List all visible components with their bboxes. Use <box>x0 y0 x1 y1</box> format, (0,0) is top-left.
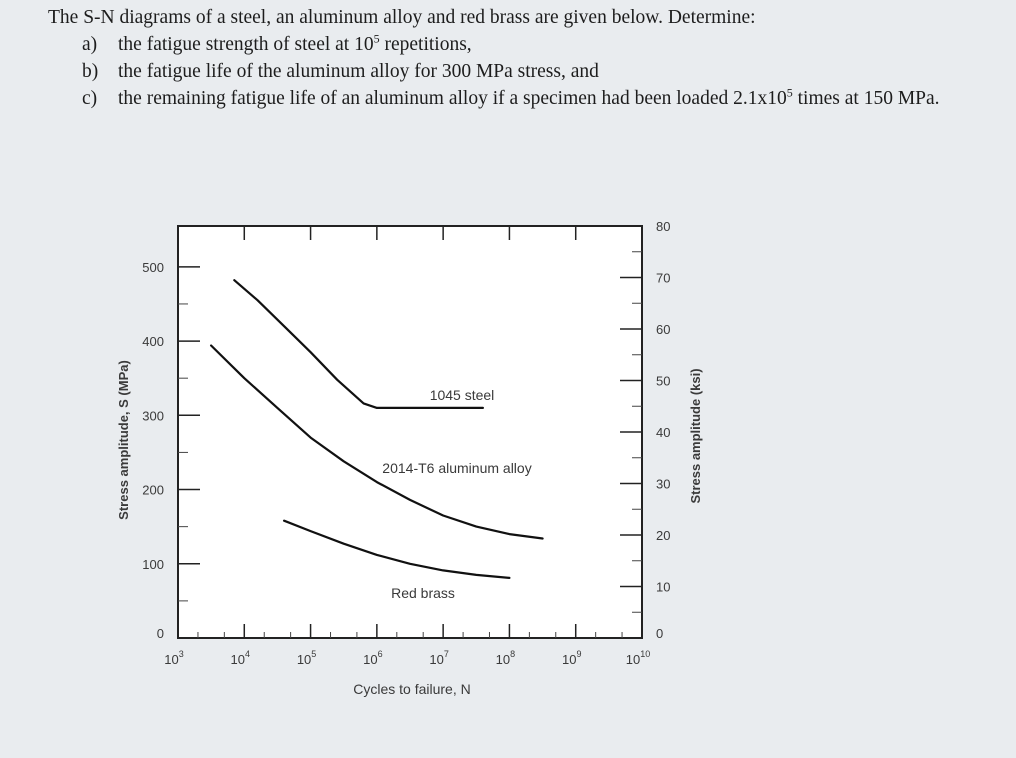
x-axis-label: Cycles to failure, N <box>353 681 470 697</box>
y-tick-label-ksi-10: 10 <box>656 580 670 595</box>
y-axis-label-mpa: Stress amplitude, S (MPa) <box>116 360 131 520</box>
x-tick-label-exponent-8: 8 <box>510 649 515 659</box>
y-tick-label-mpa-100: 100 <box>142 557 164 572</box>
y-tick-label-ksi-70: 70 <box>656 271 670 286</box>
series-layer <box>210 279 544 579</box>
question-a-text: the fatigue strength of steel at 10 <box>118 34 374 55</box>
question-c: c) the remaining fatigue life of an alumi… <box>48 85 998 112</box>
x-tick-label-10: 1010 <box>626 649 650 667</box>
question-b: b) the fatigue life of the aluminum alloy… <box>48 58 998 85</box>
label-layer: Cycles to failure, N Stress amplitude, S… <box>116 360 703 697</box>
question-c-tail: times at 150 MPa. <box>792 88 940 109</box>
x-tick-label-exponent-10: 10 <box>640 649 650 659</box>
x-tick-label-6: 106 <box>363 649 382 667</box>
y-tick-label-ksi-0: 0 <box>656 626 663 641</box>
series-1045-steel <box>233 279 484 409</box>
y-tick-label-mpa-200: 200 <box>142 483 164 498</box>
x-tick-label-exponent-4: 4 <box>245 649 250 659</box>
x-tick-label-exponent-6: 6 <box>378 649 383 659</box>
x-tick-label-5: 105 <box>297 649 316 667</box>
question-a-tail: repetitions, <box>379 34 472 55</box>
y-tick-label-mpa-300: 300 <box>142 408 164 423</box>
y-tick-label-ksi-80: 80 <box>656 219 670 234</box>
y-tick-label-ksi-60: 60 <box>656 322 670 337</box>
x-tick-label-3: 103 <box>164 649 183 667</box>
y-tick-label-ksi-20: 20 <box>656 528 670 543</box>
question-b-label: b) <box>82 61 99 82</box>
question-a-label: a) <box>82 34 98 55</box>
x-tick-label-exponent-3: 3 <box>179 649 184 659</box>
x-tick-label-4: 104 <box>231 649 250 667</box>
plot-frame-layer <box>177 225 643 639</box>
y-tick-label-ksi-30: 30 <box>656 477 670 492</box>
question-a-exponent: 5 <box>373 31 380 46</box>
tick-layer: 103 104 105 106 107 108 109 1010010020030040050… <box>142 219 670 667</box>
problem-statement: The S-N diagrams of a steel, an aluminum… <box>48 4 998 112</box>
x-tick-label-exponent-5: 5 <box>311 649 316 659</box>
y-axis-label-ksi: Stress amplitude (ksi) <box>688 368 703 503</box>
question-b-text: the fatigue life of the aluminum alloy f… <box>118 61 599 82</box>
series-2014-t6-aluminum <box>210 344 544 540</box>
y-tick-label-ksi-50: 50 <box>656 374 670 389</box>
x-tick-label-exponent-9: 9 <box>576 649 581 659</box>
question-a: a) the fatigue strength of steel at 105 r… <box>48 31 998 58</box>
y-tick-label-mpa-400: 400 <box>142 334 164 349</box>
question-c-label: c) <box>82 88 98 109</box>
x-tick-label-exponent-7: 7 <box>444 649 449 659</box>
x-tick-label-9: 109 <box>562 649 581 667</box>
question-list: a) the fatigue strength of steel at 105 r… <box>48 31 998 112</box>
question-c-text: the remaining fatigue life of an aluminu… <box>118 88 787 109</box>
series-label-2014-t6-aluminum: 2014-T6 aluminum alloy <box>382 460 531 476</box>
y-tick-label-mpa-0: 0 <box>157 626 164 641</box>
plot-area <box>177 225 643 639</box>
question-c-exponent: 5 <box>786 85 793 100</box>
y-tick-label-mpa-500: 500 <box>142 260 164 275</box>
problem-intro: The S-N diagrams of a steel, an aluminum… <box>48 7 756 28</box>
series-red-brass <box>283 519 511 579</box>
series-label-red-brass: Red brass <box>391 585 455 601</box>
x-tick-label-8: 108 <box>496 649 515 667</box>
x-tick-label-7: 107 <box>429 649 448 667</box>
series-label-1045-steel: 1045 steel <box>430 387 495 403</box>
y-tick-label-ksi-40: 40 <box>656 425 670 440</box>
